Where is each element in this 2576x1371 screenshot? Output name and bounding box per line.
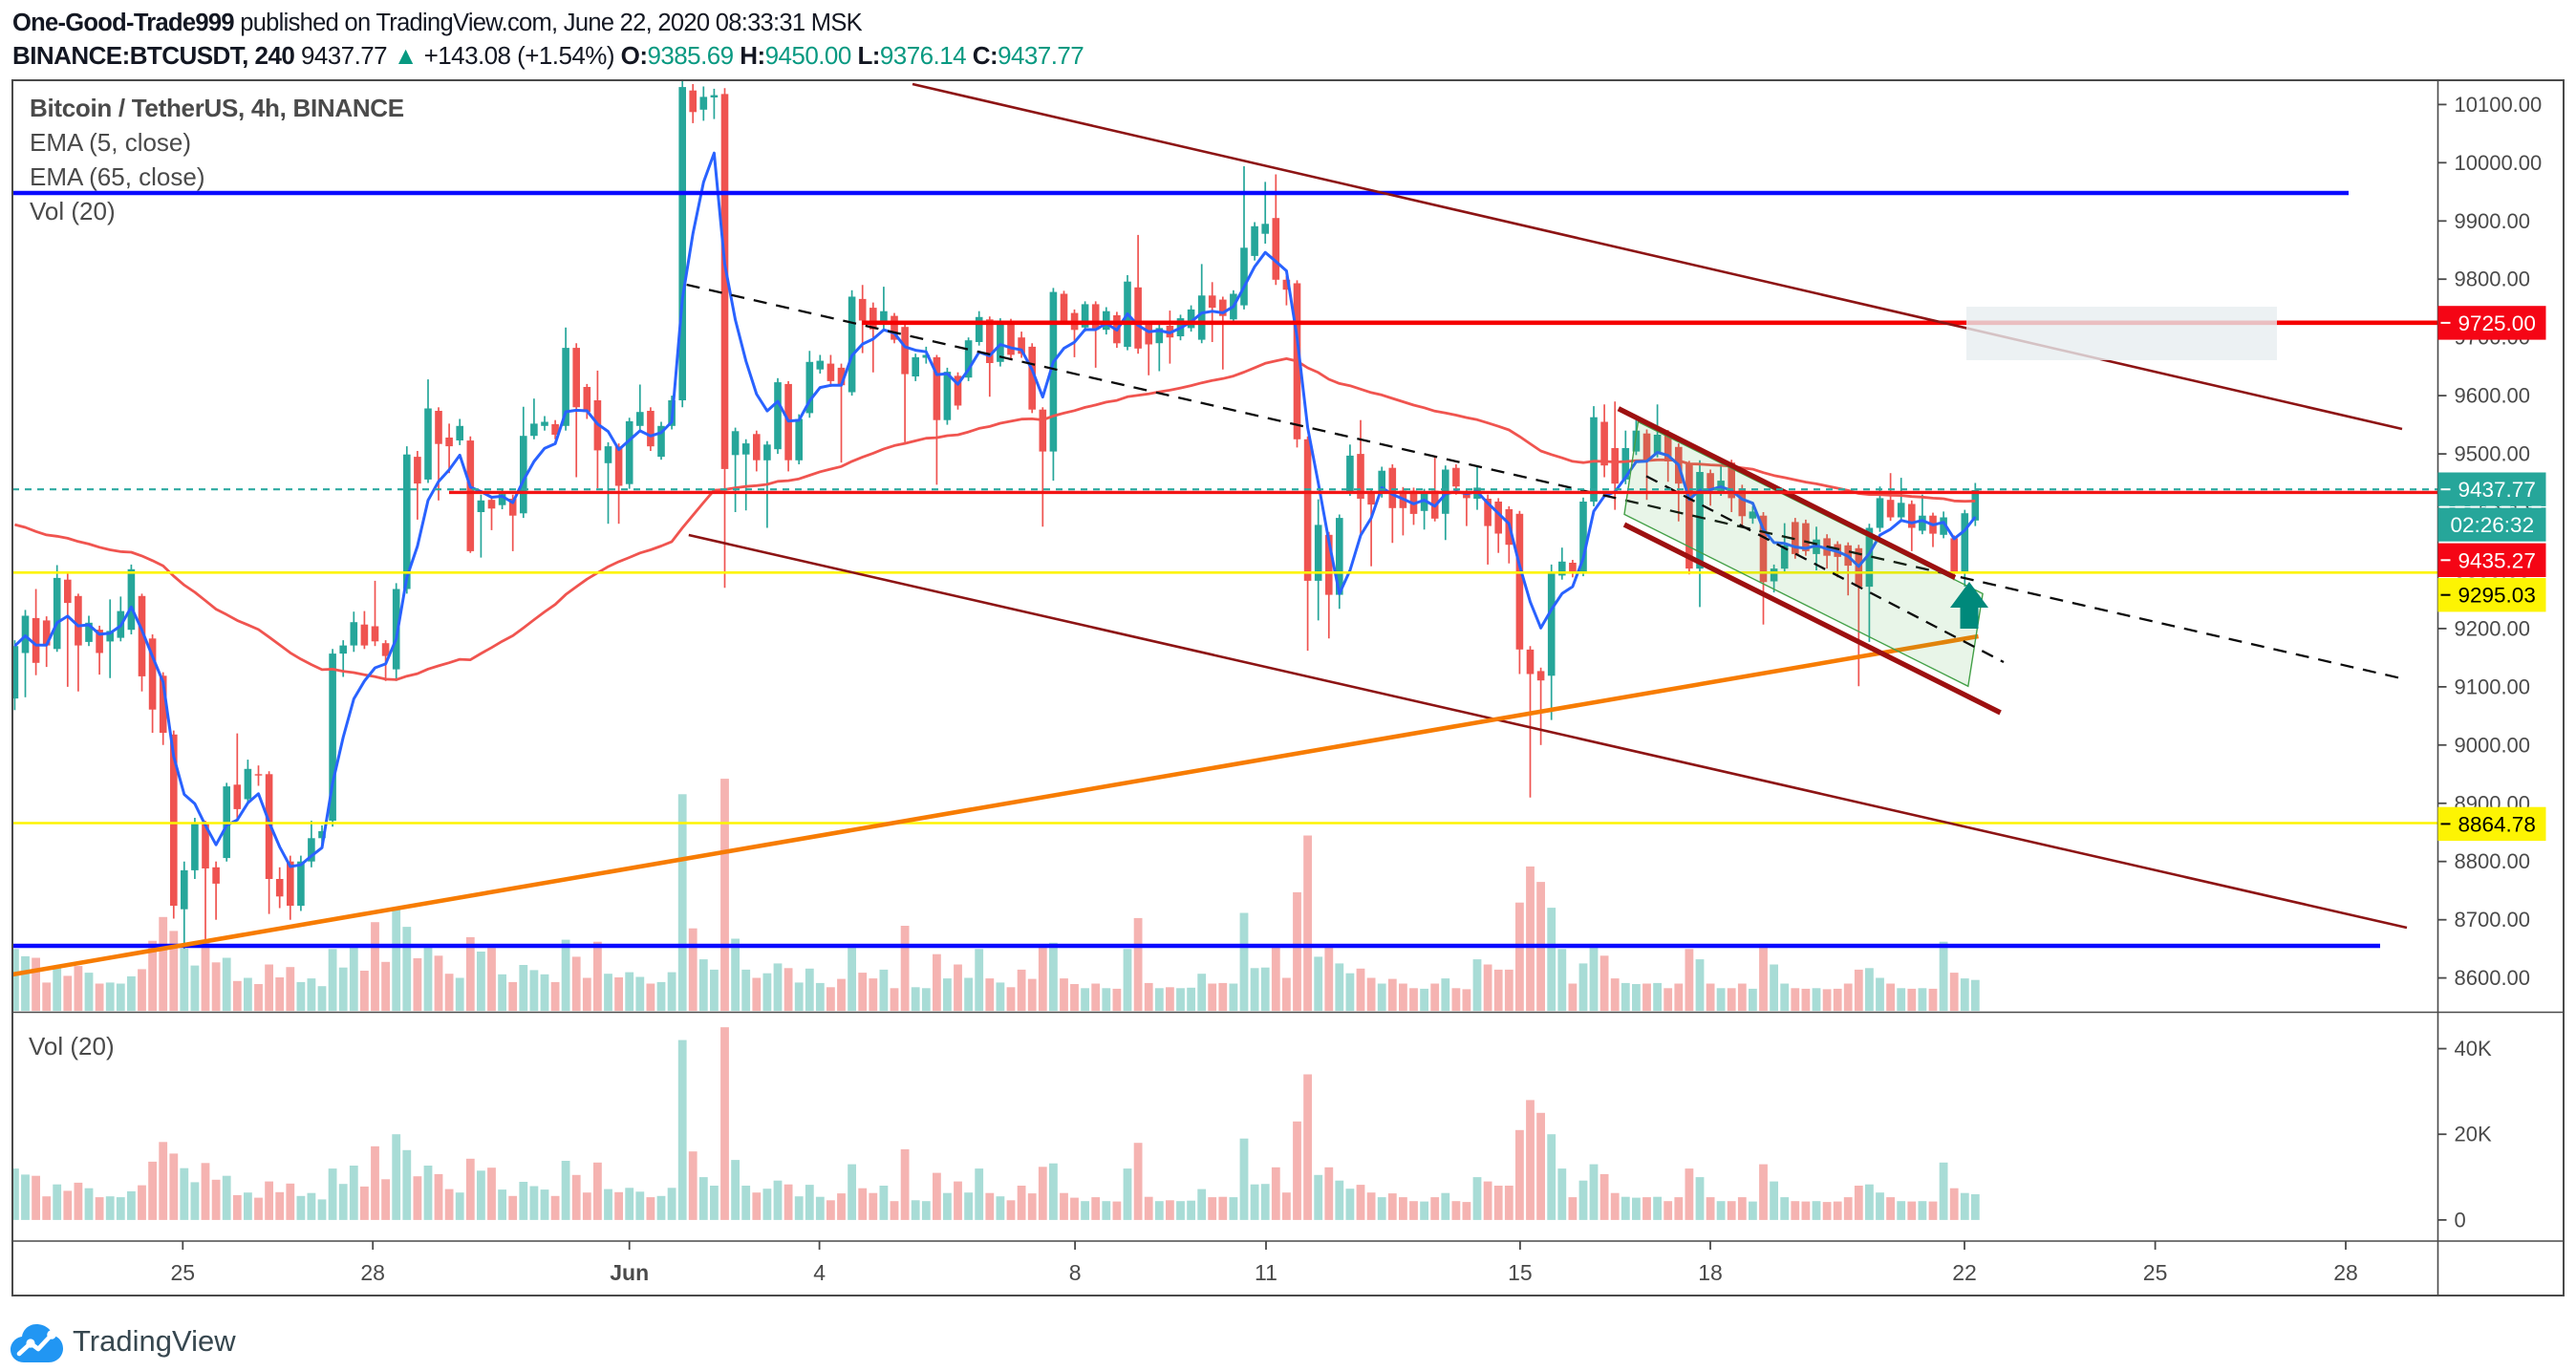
svg-text:9435.27: 9435.27 <box>2458 548 2536 572</box>
svg-text:4: 4 <box>813 1260 826 1285</box>
svg-text:10000.00: 10000.00 <box>2455 151 2543 175</box>
svg-text:Bitcoin / TetherUS, 4h, BINANC: Bitcoin / TetherUS, 4h, BINANCE <box>30 94 404 122</box>
svg-text:02:26:32: 02:26:32 <box>2451 513 2535 537</box>
svg-text:8: 8 <box>1069 1260 1082 1285</box>
svg-text:Vol (20): Vol (20) <box>29 1032 115 1060</box>
svg-text:15: 15 <box>1508 1260 1533 1285</box>
svg-text:11: 11 <box>1255 1260 1277 1285</box>
svg-text:One-Good-Trade999 published on: One-Good-Trade999 published on TradingVi… <box>12 10 863 36</box>
svg-text:20K: 20K <box>2455 1123 2492 1146</box>
svg-text:40K: 40K <box>2455 1037 2492 1060</box>
svg-text:9200.00: 9200.00 <box>2455 616 2531 640</box>
svg-text:EMA (5, close): EMA (5, close) <box>30 128 191 157</box>
svg-text:8600.00: 8600.00 <box>2455 966 2531 990</box>
svg-text:9600.00: 9600.00 <box>2455 384 2531 408</box>
svg-text:18: 18 <box>1698 1260 1723 1285</box>
svg-text:9500.00: 9500.00 <box>2455 442 2531 466</box>
svg-text:8864.78: 8864.78 <box>2458 812 2536 836</box>
svg-text:TradingView: TradingView <box>73 1324 236 1358</box>
svg-text:25: 25 <box>171 1260 196 1285</box>
svg-text:BINANCE:BTCUSDT, 240 9437.77: BINANCE:BTCUSDT, 240 9437.77 ▲ +143.08 (… <box>12 41 1084 70</box>
svg-text:9900.00: 9900.00 <box>2455 209 2531 233</box>
svg-text:Vol (20): Vol (20) <box>30 197 116 225</box>
svg-text:25: 25 <box>2143 1260 2168 1285</box>
svg-text:9437.77: 9437.77 <box>2458 478 2536 502</box>
svg-text:9100.00: 9100.00 <box>2455 675 2531 698</box>
svg-text:8800.00: 8800.00 <box>2455 849 2531 873</box>
svg-text:10100.00: 10100.00 <box>2455 93 2543 117</box>
svg-text:8700.00: 8700.00 <box>2455 908 2531 932</box>
svg-text:9800.00: 9800.00 <box>2455 268 2531 291</box>
svg-text:28: 28 <box>2333 1260 2358 1285</box>
svg-text:9295.03: 9295.03 <box>2458 584 2536 608</box>
svg-text:22: 22 <box>1952 1260 1977 1285</box>
svg-text:EMA (65, close): EMA (65, close) <box>30 162 205 191</box>
svg-text:0: 0 <box>2455 1208 2466 1232</box>
svg-text:28: 28 <box>360 1260 385 1285</box>
svg-text:9000.00: 9000.00 <box>2455 733 2531 757</box>
svg-text:Jun: Jun <box>610 1260 649 1285</box>
svg-text:9725.00: 9725.00 <box>2458 311 2536 335</box>
